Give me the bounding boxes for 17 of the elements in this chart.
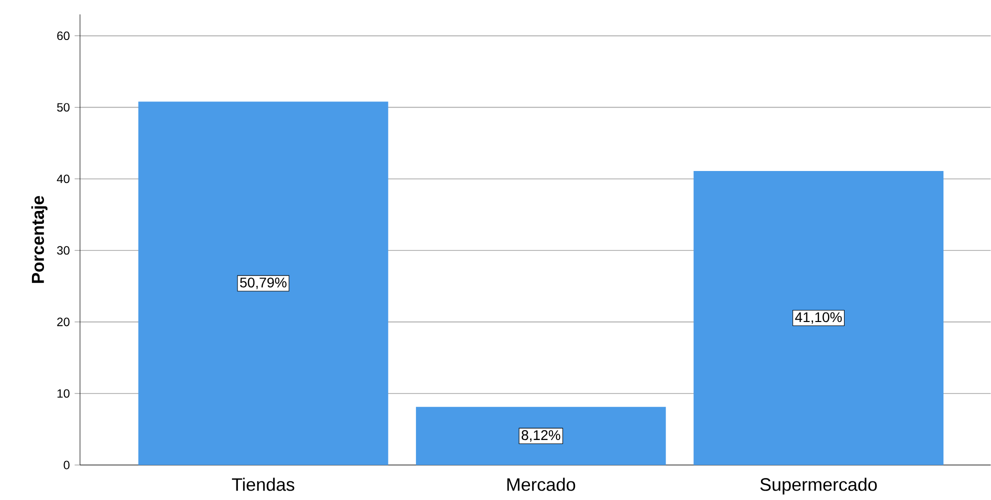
y-tick-label: 40 xyxy=(56,174,70,184)
bar xyxy=(138,102,388,465)
data-label: 8,12% xyxy=(522,430,560,442)
data-label: 50,79% xyxy=(240,278,286,290)
y-tick-label: 10 xyxy=(58,389,70,398)
bar xyxy=(694,171,944,465)
y-tick-label: 30 xyxy=(57,246,70,255)
data-label: 41,10% xyxy=(795,312,842,324)
y-axis-title: Porcentaje xyxy=(31,196,48,283)
bar xyxy=(416,406,666,465)
x-tick-label: Supermercado xyxy=(760,478,877,494)
x-tick-label: Mercado xyxy=(507,478,576,491)
y-tick-label: 20 xyxy=(57,318,70,326)
y-tick-label: 0 xyxy=(64,460,70,470)
y-tick-label: 50 xyxy=(57,103,70,112)
x-tick-label: Tiendas xyxy=(232,478,294,491)
y-tick-label: 60 xyxy=(57,32,70,40)
